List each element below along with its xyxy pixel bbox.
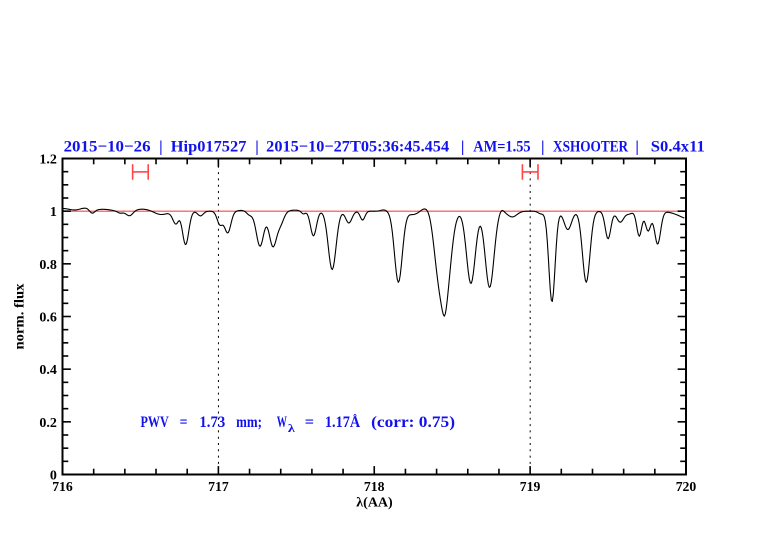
svg-text:|: | xyxy=(255,138,259,155)
svg-text:(corr: 0.75): (corr: 0.75) xyxy=(371,414,455,431)
svg-text:W: W xyxy=(277,414,287,431)
svg-text:|: | xyxy=(461,138,465,155)
svg-text:PWV: PWV xyxy=(141,414,170,431)
svg-text:0: 0 xyxy=(50,469,57,484)
svg-text:0.2: 0.2 xyxy=(39,416,57,431)
svg-text:2015−10−27T05:36:45.454: 2015−10−27T05:36:45.454 xyxy=(266,138,449,155)
svg-text:λ(AA): λ(AA) xyxy=(356,496,393,511)
svg-text:=: = xyxy=(305,414,314,431)
svg-text:716: 716 xyxy=(52,480,73,495)
svg-text:720: 720 xyxy=(676,480,697,495)
svg-text:XSHOOTER: XSHOOTER xyxy=(553,138,628,155)
svg-text:1.17Å: 1.17Å xyxy=(325,413,361,431)
svg-text:=: = xyxy=(180,414,188,431)
svg-text:719: 719 xyxy=(520,480,541,495)
svg-text:0.6: 0.6 xyxy=(39,311,57,326)
svg-text:S0.4x11: S0.4x11 xyxy=(651,138,705,155)
svg-text:1: 1 xyxy=(50,205,57,220)
svg-text:718: 718 xyxy=(364,480,385,495)
svg-text:|: | xyxy=(541,138,545,155)
svg-text:1.73: 1.73 xyxy=(199,414,225,431)
svg-text:|: | xyxy=(159,138,163,155)
svg-text:1.2: 1.2 xyxy=(39,153,57,168)
svg-text:0.8: 0.8 xyxy=(39,258,57,273)
svg-text:Hip017527: Hip017527 xyxy=(171,138,247,155)
svg-text:mm;: mm; xyxy=(236,414,262,431)
svg-text:717: 717 xyxy=(208,480,229,495)
svg-text:2015−10−26: 2015−10−26 xyxy=(64,138,151,155)
svg-text:norm. flux: norm. flux xyxy=(13,284,28,350)
svg-text:|: | xyxy=(635,138,639,155)
svg-text:λ: λ xyxy=(288,421,295,435)
svg-text:AM=1.55: AM=1.55 xyxy=(473,138,530,155)
svg-text:0.4: 0.4 xyxy=(39,363,57,378)
